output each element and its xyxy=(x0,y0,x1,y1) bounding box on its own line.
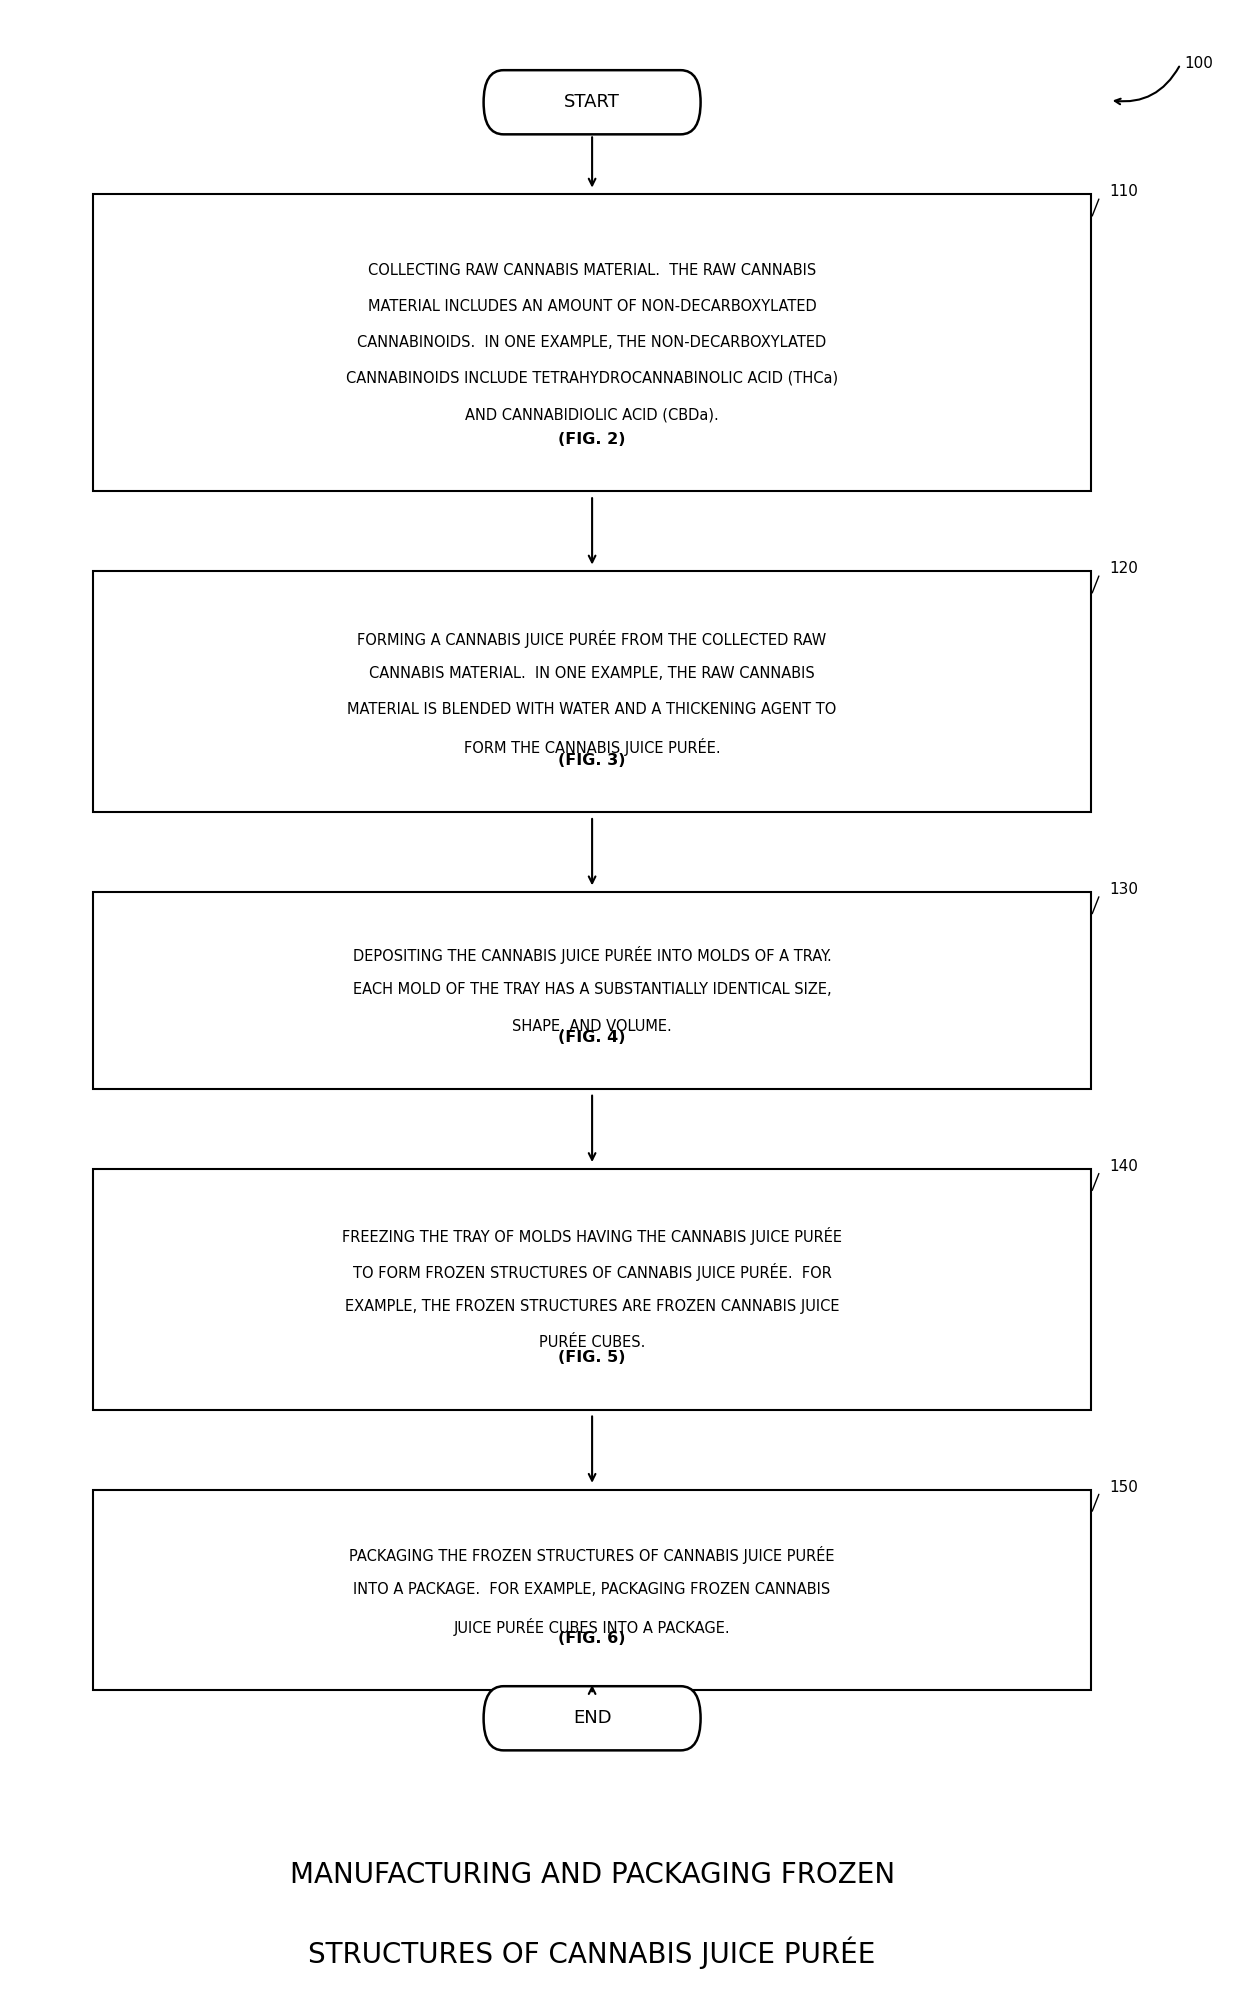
Text: EACH MOLD OF THE TRAY HAS A SUBSTANTIALLY IDENTICAL SIZE,: EACH MOLD OF THE TRAY HAS A SUBSTANTIALL… xyxy=(353,982,831,996)
Text: 150: 150 xyxy=(1110,1480,1138,1494)
Text: (FIG. 3): (FIG. 3) xyxy=(558,754,626,768)
Text: PACKAGING THE FROZEN STRUCTURES OF CANNABIS JUICE PURÉE: PACKAGING THE FROZEN STRUCTURES OF CANNA… xyxy=(350,1546,835,1564)
Text: EXAMPLE, THE FROZEN STRUCTURES ARE FROZEN CANNABIS JUICE: EXAMPLE, THE FROZEN STRUCTURES ARE FROZE… xyxy=(345,1299,839,1313)
Text: START: START xyxy=(564,94,620,110)
Text: 140: 140 xyxy=(1110,1159,1138,1173)
Text: 110: 110 xyxy=(1110,184,1138,198)
Text: (FIG. 2): (FIG. 2) xyxy=(558,433,626,447)
Text: 130: 130 xyxy=(1110,882,1138,896)
Text: INTO A PACKAGE.  FOR EXAMPLE, PACKAGING FROZEN CANNABIS: INTO A PACKAGE. FOR EXAMPLE, PACKAGING F… xyxy=(353,1582,831,1596)
FancyBboxPatch shape xyxy=(93,194,1091,491)
FancyBboxPatch shape xyxy=(93,892,1091,1089)
FancyBboxPatch shape xyxy=(93,1490,1091,1690)
Text: DEPOSITING THE CANNABIS JUICE PURÉE INTO MOLDS OF A TRAY.: DEPOSITING THE CANNABIS JUICE PURÉE INTO… xyxy=(352,946,832,964)
Text: 120: 120 xyxy=(1110,561,1138,575)
Text: MATERIAL INCLUDES AN AMOUNT OF NON-DECARBOXYLATED: MATERIAL INCLUDES AN AMOUNT OF NON-DECAR… xyxy=(368,299,816,313)
Text: MATERIAL IS BLENDED WITH WATER AND A THICKENING AGENT TO: MATERIAL IS BLENDED WITH WATER AND A THI… xyxy=(347,702,837,716)
FancyBboxPatch shape xyxy=(484,1686,701,1750)
Text: 100: 100 xyxy=(1184,56,1213,70)
Text: END: END xyxy=(573,1710,611,1726)
Text: CANNABIS MATERIAL.  IN ONE EXAMPLE, THE RAW CANNABIS: CANNABIS MATERIAL. IN ONE EXAMPLE, THE R… xyxy=(370,666,815,680)
Text: (FIG. 4): (FIG. 4) xyxy=(558,1031,626,1045)
Text: JUICE PURÉE CUBES INTO A PACKAGE.: JUICE PURÉE CUBES INTO A PACKAGE. xyxy=(454,1618,730,1636)
Text: CANNABINOIDS.  IN ONE EXAMPLE, THE NON-DECARBOXYLATED: CANNABINOIDS. IN ONE EXAMPLE, THE NON-DE… xyxy=(357,335,827,349)
Text: (FIG. 5): (FIG. 5) xyxy=(558,1351,626,1365)
Text: AND CANNABIDIOLIC ACID (CBDa).: AND CANNABIDIOLIC ACID (CBDa). xyxy=(465,407,719,421)
Text: (FIG. 6): (FIG. 6) xyxy=(558,1632,626,1646)
Text: FREEZING THE TRAY OF MOLDS HAVING THE CANNABIS JUICE PURÉE: FREEZING THE TRAY OF MOLDS HAVING THE CA… xyxy=(342,1227,842,1245)
Text: FORM THE CANNABIS JUICE PURÉE.: FORM THE CANNABIS JUICE PURÉE. xyxy=(464,738,720,756)
Text: PURÉE CUBES.: PURÉE CUBES. xyxy=(539,1335,645,1349)
Text: FORMING A CANNABIS JUICE PURÉE FROM THE COLLECTED RAW: FORMING A CANNABIS JUICE PURÉE FROM THE … xyxy=(357,630,827,648)
FancyBboxPatch shape xyxy=(484,70,701,134)
FancyBboxPatch shape xyxy=(93,571,1091,812)
Text: CANNABINOIDS INCLUDE TETRAHYDROCANNABINOLIC ACID (THCa): CANNABINOIDS INCLUDE TETRAHYDROCANNABINO… xyxy=(346,371,838,385)
FancyBboxPatch shape xyxy=(93,1169,1091,1410)
Text: MANUFACTURING AND PACKAGING FROZEN: MANUFACTURING AND PACKAGING FROZEN xyxy=(289,1861,895,1889)
Text: COLLECTING RAW CANNABIS MATERIAL.  THE RAW CANNABIS: COLLECTING RAW CANNABIS MATERIAL. THE RA… xyxy=(368,263,816,277)
Text: TO FORM FROZEN STRUCTURES OF CANNABIS JUICE PURÉE.  FOR: TO FORM FROZEN STRUCTURES OF CANNABIS JU… xyxy=(352,1263,832,1281)
Text: STRUCTURES OF CANNABIS JUICE PURÉE: STRUCTURES OF CANNABIS JUICE PURÉE xyxy=(309,1937,875,1969)
Text: SHAPE, AND VOLUME.: SHAPE, AND VOLUME. xyxy=(512,1019,672,1033)
